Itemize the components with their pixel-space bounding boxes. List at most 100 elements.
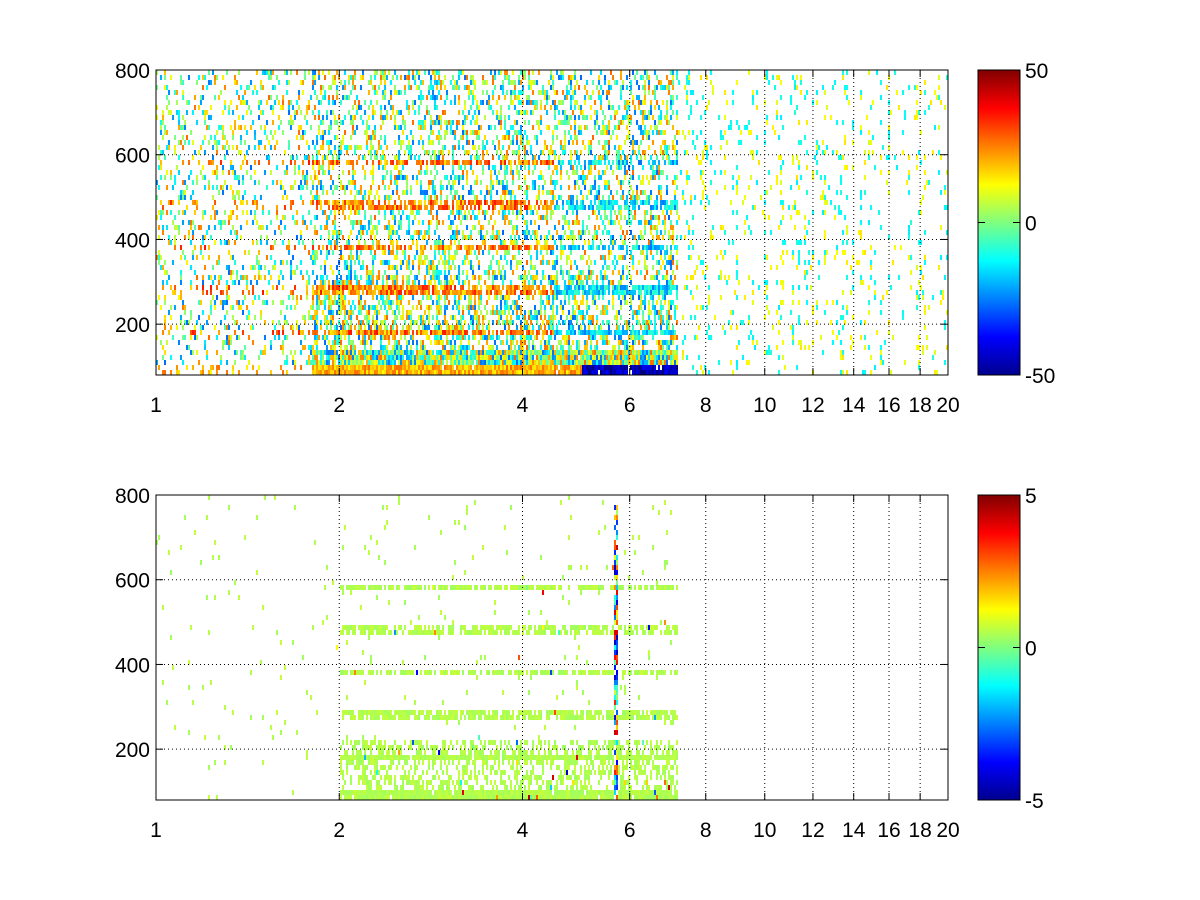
heatmap-cell [312,360,314,365]
heatmap-cell [216,145,218,150]
heatmap-cell [540,355,542,360]
heatmap-cell [412,135,414,140]
heatmap-cell [328,215,330,220]
heatmap-cell [208,180,210,185]
heatmap-cell [452,330,454,335]
heatmap-cell [356,255,358,260]
heatmap-cell [312,180,314,185]
heatmap-cell [388,230,390,235]
heatmap-cell [550,350,552,355]
heatmap-cell [256,240,258,245]
heatmap-cell [512,225,514,230]
heatmap-cell [516,305,518,310]
heatmap-cell [330,305,332,310]
heatmap-cell [498,170,500,175]
heatmap-cell [432,120,434,125]
heatmap-cell [536,310,538,315]
heatmap-cell [336,335,338,340]
heatmap-cell [358,245,360,250]
heatmap-cell [360,275,362,280]
heatmap-cell [574,295,576,300]
heatmap-cell [438,275,440,280]
heatmap-cell [418,280,420,285]
heatmap-cell [482,165,484,170]
heatmap-cell [266,225,268,230]
heatmap-cell [206,125,208,130]
heatmap-cell [356,365,358,370]
heatmap-cell [518,355,520,360]
heatmap-cell [502,245,504,250]
heatmap-cell [550,75,552,80]
heatmap-cell [312,365,314,370]
heatmap-cell [326,140,328,145]
heatmap-cell [398,170,400,175]
heatmap-cell [472,80,474,85]
heatmap-cell [468,200,470,205]
heatmap-cell [452,255,454,260]
heatmap-cell [424,125,426,130]
heatmap-cell [462,325,464,330]
heatmap-cell [550,320,552,325]
heatmap-cell [204,265,206,270]
heatmap-cell [518,110,520,115]
heatmap-cell [334,185,336,190]
heatmap-cell [536,160,538,165]
heatmap-cell [196,180,198,185]
heatmap-cell [336,70,338,75]
heatmap-cell [508,360,510,365]
heatmap-cell [350,265,352,270]
heatmap-cell [254,215,256,220]
heatmap-cell [568,355,570,360]
heatmap-cell [204,245,206,250]
heatmap-cell [406,350,408,355]
heatmap-cell [370,100,372,105]
heatmap-cell [544,350,546,355]
heatmap-cell [252,290,254,295]
heatmap-cell [486,365,488,370]
heatmap-cell [480,310,482,315]
heatmap-cell [408,145,410,150]
heatmap-cell [566,290,568,295]
heatmap-cell [506,245,508,250]
heatmap-cell [246,210,248,215]
heatmap-cell [460,325,462,330]
heatmap-cell [176,370,178,375]
heatmap-cell [318,285,320,290]
heatmap-cell [554,205,556,210]
heatmap-cell [432,370,434,375]
heatmap-cell [350,230,352,235]
heatmap-cell [186,100,188,105]
heatmap-cell [466,345,468,350]
heatmap-cell [358,240,360,245]
heatmap-cell [544,325,546,330]
heatmap-cell [308,250,310,255]
heatmap-cell [388,290,390,295]
heatmap-cell [528,330,530,335]
heatmap-cell [382,90,384,95]
heatmap-cell [434,330,436,335]
heatmap-cell [172,185,174,190]
heatmap-cell [330,325,332,330]
heatmap-cell [498,145,500,150]
heatmap-cell [418,120,420,125]
heatmap-cell [488,275,490,280]
heatmap-cell [322,115,324,120]
heatmap-cell [376,310,378,315]
heatmap-cell [272,85,274,90]
heatmap-cell [496,355,498,360]
heatmap-cell [400,160,402,165]
heatmap-cell [260,240,262,245]
heatmap-cell [420,320,422,325]
heatmap-cell [496,285,498,290]
heatmap-cell [402,190,404,195]
heatmap-cell [380,285,382,290]
heatmap-cell [290,305,292,310]
heatmap-cell [216,370,218,375]
heatmap-cell [342,210,344,215]
heatmap-cell [332,350,334,355]
heatmap-cell [302,240,304,245]
heatmap-cell [462,285,464,290]
heatmap-cell [318,180,320,185]
heatmap-cell [340,305,342,310]
heatmap-cell [238,190,240,195]
